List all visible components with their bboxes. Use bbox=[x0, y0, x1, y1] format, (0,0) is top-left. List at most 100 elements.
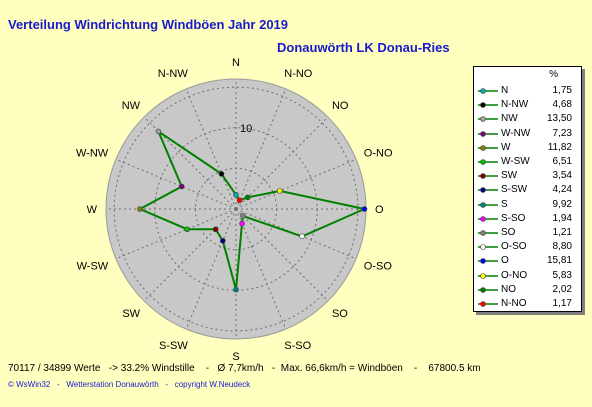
legend-item: N-NO 1,17 bbox=[474, 297, 581, 311]
grid-spoke bbox=[235, 88, 287, 210]
data-point bbox=[244, 194, 251, 201]
data-point bbox=[184, 226, 190, 233]
legend-item: O-NO 5,83 bbox=[474, 269, 581, 283]
grid-spoke bbox=[235, 158, 357, 210]
legend-item: SO 1,21 bbox=[474, 226, 581, 240]
data-point bbox=[276, 188, 283, 194]
direction-label: NO bbox=[332, 100, 349, 112]
direction-label: NW bbox=[122, 100, 141, 112]
stats-footer: 70117 / 34899 Werte -> 33.2% Windstille … bbox=[8, 363, 481, 374]
legend-value: 4,24 bbox=[552, 184, 572, 196]
legend-item: N 1,75 bbox=[474, 84, 581, 98]
legend-value: 1,94 bbox=[552, 212, 572, 224]
direction-label: W-NW bbox=[76, 148, 109, 160]
legend-item: NW 13,50 bbox=[474, 112, 581, 126]
legend-item: S 9,92 bbox=[474, 198, 581, 212]
direction-label: S-SO bbox=[284, 340, 311, 352]
legend: % N 1,75 N-NW 4,68 NW 13,50 W-NW 7,23 W 11,82 W-SW… bbox=[473, 66, 582, 312]
legend-item: W-SW 6,51 bbox=[474, 155, 581, 169]
grid-spoke bbox=[115, 208, 237, 260]
legend-label: W bbox=[501, 141, 511, 153]
legend-label: SO bbox=[501, 227, 516, 238]
chart-title: Verteilung Windrichtung Windböen Jahr 20… bbox=[8, 17, 289, 32]
legend-label: N bbox=[501, 85, 509, 96]
legend-marker-icon bbox=[478, 301, 498, 307]
grid-spoke bbox=[185, 208, 237, 330]
legend-value: 9,92 bbox=[552, 198, 572, 210]
legend-value: 11,82 bbox=[547, 141, 572, 153]
legend-marker-icon bbox=[478, 187, 498, 194]
grid-spoke bbox=[115, 158, 237, 210]
legend-label: O bbox=[501, 255, 509, 267]
grid-spoke bbox=[143, 116, 237, 210]
legend-value: 4,68 bbox=[552, 99, 572, 111]
legend-value: 1,75 bbox=[552, 85, 572, 96]
data-point bbox=[137, 206, 143, 212]
legend-item: S-SW 4,24 bbox=[474, 183, 581, 197]
wind-rose-chart: 10 N N-NO NO O-NO O O-SO SO S-SO S S-SW SW W-SW W W-NW… bbox=[76, 57, 393, 360]
data-point bbox=[233, 191, 239, 198]
data-point bbox=[236, 197, 243, 204]
direction-label: SW bbox=[122, 308, 140, 320]
legend-value: 6,51 bbox=[552, 156, 572, 167]
legend-label: N-NW bbox=[501, 99, 529, 111]
legend-label: NO bbox=[501, 283, 516, 295]
legend-item: O-SO 8,80 bbox=[474, 240, 581, 254]
legend-label: SW bbox=[501, 170, 518, 182]
legend-label: S bbox=[501, 198, 508, 210]
direction-label: W bbox=[87, 204, 98, 216]
data-point bbox=[240, 213, 246, 219]
legend-label: NW bbox=[501, 113, 518, 125]
legend-value: 2,02 bbox=[552, 283, 572, 295]
grid-spoke bbox=[235, 208, 287, 330]
legend-value: 7,23 bbox=[552, 127, 572, 139]
data-point bbox=[155, 128, 162, 135]
legend-item: W 11,82 bbox=[474, 141, 581, 155]
legend-marker-icon bbox=[478, 244, 498, 250]
grid-spoke bbox=[235, 116, 329, 210]
grid-spoke bbox=[143, 208, 237, 302]
credits-footer: © WsWin32 - Wetterstation Donauwörth - c… bbox=[8, 380, 251, 389]
direction-label: N-NW bbox=[158, 68, 189, 80]
legend-marker-icon bbox=[478, 201, 498, 208]
legend-unit: % bbox=[549, 69, 558, 80]
legend-marker-icon bbox=[478, 173, 498, 179]
legend-item: N-NW 4,68 bbox=[474, 98, 581, 112]
direction-label: O bbox=[375, 204, 384, 216]
legend-marker-icon bbox=[478, 272, 498, 279]
data-point bbox=[220, 238, 226, 244]
legend-label: O-SO bbox=[501, 241, 527, 253]
data-point bbox=[361, 206, 368, 212]
grid-spoke bbox=[185, 88, 237, 210]
legend-value: 13,50 bbox=[546, 113, 572, 125]
direction-label: SO bbox=[332, 308, 348, 320]
legend-marker-icon bbox=[478, 88, 498, 94]
legend-label: N-NO bbox=[501, 298, 527, 309]
legend-marker-icon bbox=[478, 116, 498, 123]
direction-label: O-SO bbox=[364, 260, 393, 272]
legend-marker-icon bbox=[478, 258, 498, 265]
direction-label: S-SW bbox=[159, 340, 188, 352]
legend-label: S-SW bbox=[501, 184, 528, 196]
direction-label: S bbox=[232, 351, 239, 360]
direction-label: W-SW bbox=[77, 260, 109, 272]
legend-item: NO 2,02 bbox=[474, 283, 581, 297]
data-point bbox=[218, 171, 225, 177]
direction-label: O-NO bbox=[364, 148, 393, 160]
legend-label: W-SW bbox=[501, 156, 530, 167]
legend-label: O-NO bbox=[501, 269, 528, 281]
data-point bbox=[299, 233, 305, 240]
legend-item: S-SO 1,94 bbox=[474, 212, 581, 226]
legend-marker-icon bbox=[478, 159, 498, 165]
legend-marker-icon bbox=[478, 286, 498, 293]
legend-label: W-NW bbox=[501, 127, 531, 139]
direction-label: N-NO bbox=[284, 68, 313, 80]
legend-value: 1,21 bbox=[552, 227, 572, 238]
legend-item: O 15,81 bbox=[474, 254, 581, 268]
legend-marker-icon bbox=[478, 102, 498, 108]
legend-label: S-SO bbox=[501, 212, 526, 224]
legend-item: SW 3,54 bbox=[474, 169, 581, 183]
legend-marker-icon bbox=[478, 144, 498, 151]
data-point bbox=[178, 183, 185, 190]
ring-label: 10 bbox=[240, 123, 252, 135]
